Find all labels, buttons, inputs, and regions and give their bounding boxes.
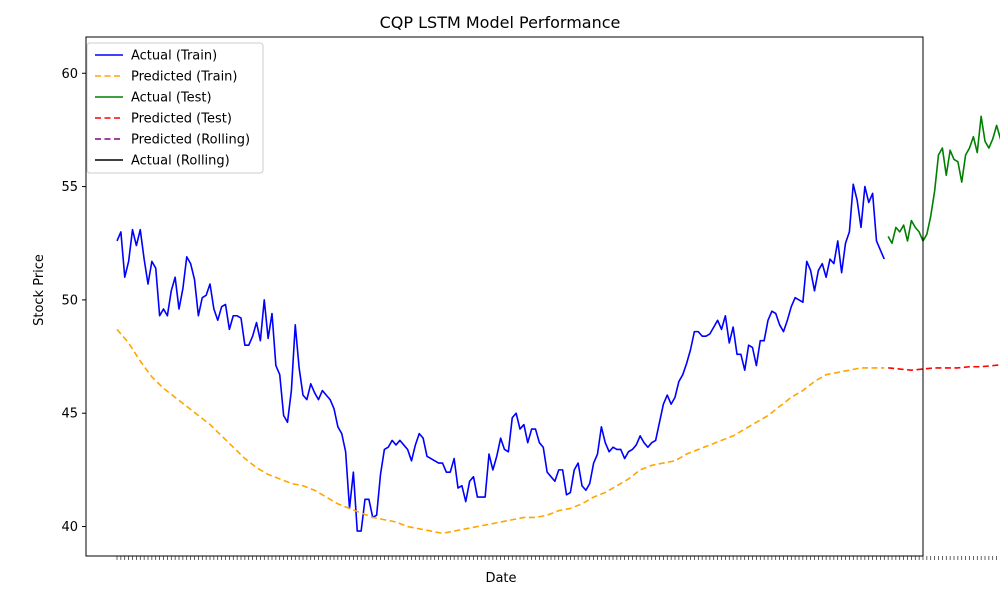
legend-label: Actual (Test) [131, 91, 212, 106]
legend-label: Predicted (Train) [131, 70, 238, 85]
legend-label: Predicted (Rolling) [131, 133, 250, 148]
x-tick-marks [116, 556, 997, 560]
plot-frame [85, 36, 924, 557]
y-tick-label: 50 [61, 293, 78, 308]
y-axis: 40 45 50 55 60 [61, 67, 86, 535]
x-ticks [116, 556, 997, 560]
x-axis-label: Date [485, 571, 516, 586]
series-line-predicted-test [888, 364, 1000, 371]
y-tick-label: 55 [61, 180, 78, 195]
y-tick-label: 60 [61, 67, 78, 82]
y-tick-label: 40 [61, 520, 78, 535]
series-line-actual-train [116, 183, 885, 532]
series-line-predicted-train [116, 328, 885, 535]
series-line-actual-test [887, 115, 1000, 245]
legend: Actual (Train) Predicted (Train) Actual (T… [86, 42, 264, 174]
y-axis-label: Stock Price [32, 254, 47, 326]
y-tick-label: 45 [61, 407, 78, 422]
series-lines [116, 115, 1000, 535]
legend-label: Predicted (Test) [131, 112, 232, 127]
legend-label: Actual (Rolling) [131, 154, 230, 169]
chart-title: CQP LSTM Model Performance [380, 13, 621, 32]
legend-box [86, 42, 264, 174]
legend-label: Actual (Train) [131, 49, 217, 64]
